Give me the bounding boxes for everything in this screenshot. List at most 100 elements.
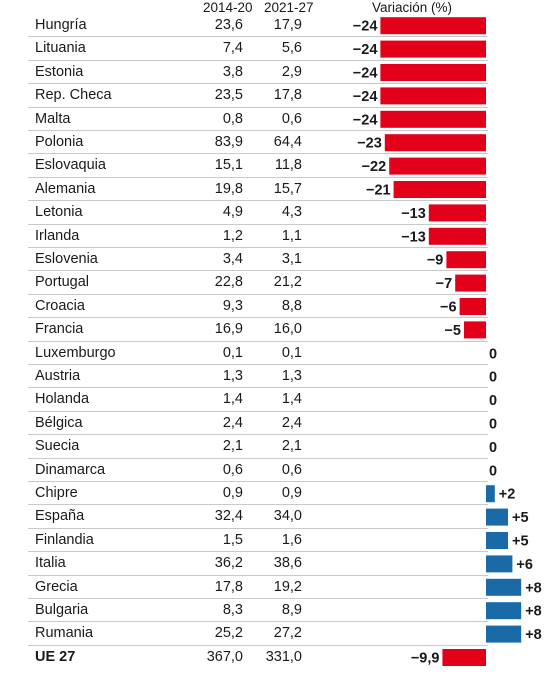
country-name: Portugal: [35, 274, 90, 291]
header-variacion: Variación (%): [372, 0, 453, 15]
row-divider: [28, 340, 488, 342]
country-name: Eslovaquia: [35, 157, 106, 174]
table-row: Austria 1,3 1,3: [28, 365, 488, 389]
row-divider: [28, 597, 488, 599]
country-name: Croacia: [35, 297, 85, 314]
variation-label: −7: [436, 276, 453, 292]
variation-label: −24: [353, 42, 378, 58]
row-divider: [28, 527, 488, 529]
table-row: Lituania 7,4 5,6: [28, 37, 488, 61]
row-divider: [28, 434, 488, 436]
country-name: Lituania: [35, 40, 86, 57]
value-2014-20: 15,1: [214, 157, 243, 174]
table-row: Luxemburgo 0,1 0,1: [28, 342, 488, 365]
row-divider: [28, 387, 488, 389]
table-row: Chipre 0,9 0,9: [28, 482, 488, 506]
table-row: Grecia 17,8 19,2: [28, 576, 488, 599]
variation-bar: [486, 485, 495, 503]
variation-bar: [442, 649, 486, 666]
table-row: Eslovaquia 15,1 11,8: [28, 154, 488, 178]
row-divider: [28, 480, 488, 482]
value-2014-20: 0,8: [222, 110, 243, 127]
variation-label: +8: [525, 580, 542, 596]
variation-label: −22: [362, 159, 387, 175]
table-row: Malta 0,8 0,6: [28, 108, 488, 131]
variation-bar: [428, 227, 486, 245]
table-row: Eslovenia 3,4 3,1: [28, 248, 488, 272]
value-2014-20: 1,2: [222, 227, 243, 244]
table-row: Estonia 3,8 2,9: [28, 61, 488, 85]
value-2014-20: 4,9: [222, 204, 243, 221]
value-2021-27: 2,1: [281, 438, 302, 455]
row-divider: [28, 293, 488, 295]
value-2021-27: 8,9: [281, 602, 302, 618]
row-divider: [28, 574, 488, 576]
value-2021-27: 21,2: [273, 274, 302, 291]
variation-label: 0: [489, 370, 497, 386]
header-2014-20: 2014-20: [203, 0, 253, 15]
row-divider: [28, 153, 488, 155]
value-2021-27: 17,9: [273, 17, 302, 33]
value-2014-20: 36,2: [214, 555, 243, 572]
value-2021-27: 0,6: [281, 110, 302, 127]
country-name: Eslovenia: [35, 251, 98, 267]
variation-label: −24: [353, 89, 378, 105]
row-divider: [28, 621, 488, 623]
country-name: Finlandia: [35, 531, 94, 548]
country-name: Holanda: [35, 391, 90, 408]
variation-label: −24: [353, 112, 378, 128]
table-row: Polonia 83,9 64,4: [28, 131, 488, 155]
row-divider: [28, 363, 488, 365]
value-2014-20: 0,9: [222, 485, 243, 501]
country-name: Italia: [35, 555, 66, 572]
row-divider: [28, 504, 488, 506]
value-2021-27: 19,2: [273, 578, 302, 595]
country-name: Bélgica: [35, 414, 83, 431]
table-row: Croacia 9,3 8,8: [28, 295, 488, 319]
value-2021-27: 38,6: [273, 555, 302, 572]
value-2021-27: 1,4: [281, 391, 302, 408]
variation-label: −13: [401, 229, 426, 245]
row-divider: [28, 83, 488, 85]
country-name: Polonia: [35, 134, 84, 150]
row-divider: [28, 270, 488, 272]
variation-bar: [446, 251, 486, 269]
variation-bar: [380, 87, 486, 105]
variation-bar: [380, 64, 486, 81]
table-row: Irlanda 1,2 1,1: [28, 225, 488, 248]
variation-label: 0: [489, 393, 497, 409]
variation-label: +8: [525, 627, 542, 643]
value-2014-20: 8,3: [222, 602, 243, 618]
country-name: Irlanda: [35, 227, 80, 244]
row-divider: [28, 36, 488, 38]
value-2021-27: 16,0: [273, 321, 302, 338]
value-2021-27: 4,3: [281, 204, 302, 221]
value-2021-27: 64,4: [273, 134, 302, 150]
row-divider: [28, 200, 488, 202]
value-2014-20: 1,5: [222, 531, 243, 548]
variation-label: 0: [489, 440, 497, 456]
variation-label: −24: [353, 19, 378, 35]
value-2021-27: 2,4: [281, 414, 302, 431]
variation-bar: [389, 157, 486, 175]
row-divider: [28, 457, 488, 459]
value-2014-20: 0,1: [222, 344, 243, 361]
variation-bar: [486, 532, 508, 549]
country-name: UE 27: [35, 648, 76, 665]
country-name: Letonia: [35, 204, 83, 221]
value-2014-20: 23,5: [214, 87, 243, 104]
variation-label: −13: [401, 206, 426, 222]
value-2021-27: 8,8: [281, 297, 302, 314]
table-row: Italia 36,2 38,6: [28, 552, 488, 576]
country-name: Grecia: [35, 578, 78, 595]
row-divider: [28, 59, 488, 61]
value-2021-27: 17,8: [273, 87, 302, 104]
variation-label: −9: [427, 253, 444, 269]
country-name: Rep. Checa: [35, 87, 112, 104]
value-2014-20: 367,0: [206, 648, 243, 665]
row-divider: [28, 246, 488, 248]
table-row: Finlandia 1,5 1,6: [28, 529, 488, 553]
